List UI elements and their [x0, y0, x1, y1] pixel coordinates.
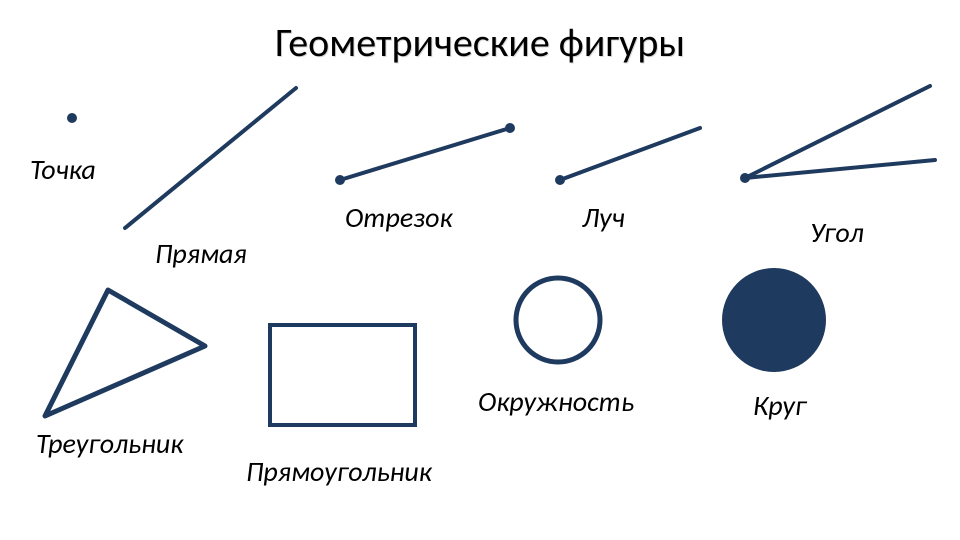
ray-line: [560, 128, 700, 180]
label-point: Точка: [30, 152, 96, 187]
label-triangle: Треугольник: [36, 426, 183, 461]
shape-angle: [740, 86, 935, 183]
angle-side-b: [745, 160, 935, 178]
shape-disk: [722, 268, 826, 372]
segment-end-b: [505, 123, 515, 133]
shape-segment: [335, 123, 515, 185]
shape-ray: [555, 128, 700, 185]
shape-rectangle: [270, 325, 415, 425]
angle-side-a: [745, 86, 930, 178]
segment-line: [340, 128, 510, 180]
label-rectangle: Прямоугольник: [246, 454, 432, 489]
shape-circumference: [516, 278, 600, 362]
shape-triangle: [45, 290, 205, 416]
shape-point: [67, 113, 77, 123]
label-disk: Круг: [753, 388, 806, 423]
segment-end-a: [335, 175, 345, 185]
label-angle: Угол: [810, 215, 864, 250]
angle-vertex: [740, 173, 750, 183]
label-circumf: Окружность: [478, 384, 634, 419]
page-title: Геометрические фигуры: [0, 18, 960, 67]
ray-origin: [555, 175, 565, 185]
shape-line: [125, 88, 296, 228]
label-line: Прямая: [155, 236, 247, 271]
label-ray: Луч: [582, 200, 625, 235]
label-segment: Отрезок: [345, 200, 452, 235]
